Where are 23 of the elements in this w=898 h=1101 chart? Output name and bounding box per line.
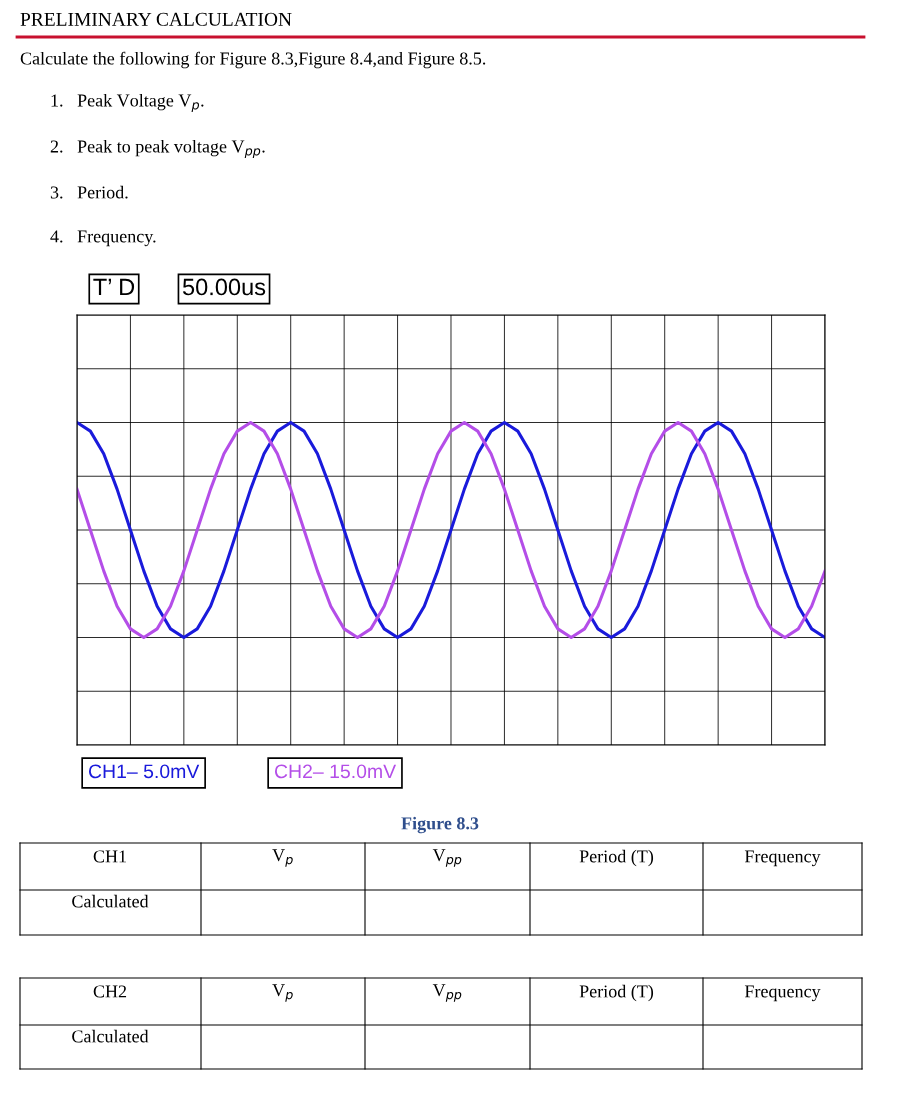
text: 4. Frequency.	[50, 230, 156, 247]
text: V$_{p}$	[272, 984, 293, 1002]
text: CH2	[93, 985, 127, 998]
text: Frequency	[744, 850, 821, 867]
text: Calculated	[72, 894, 149, 908]
text: CH2– 15.0mV	[274, 764, 397, 779]
text: Period (T)	[579, 849, 654, 867]
text: V$_{p}$	[272, 849, 293, 867]
text: 2. Peak to peak voltage V$_{pp}$.	[50, 139, 265, 158]
text: CH1– 5.0mV	[88, 764, 200, 779]
text: CH1	[93, 850, 126, 863]
text: 1. Peak Voltage V$_{p}$.	[51, 93, 204, 112]
text: V$_{pp}$	[432, 849, 462, 867]
caption: Figure 8.3	[401, 816, 479, 834]
text: Frequency	[744, 985, 821, 1002]
text: Calculate the following for Figure 8.3,Figure 8.4,and Figure 8.5.	[20, 51, 486, 69]
chart-title: PRELIMINARY CALCULATION	[20, 12, 292, 26]
text: 50.00us	[182, 278, 266, 296]
text: Calculated	[72, 1029, 149, 1043]
text: 3. Period.	[50, 185, 128, 199]
text: T’ D	[93, 278, 135, 296]
text: V$_{pp}$	[432, 984, 462, 1002]
text: Period (T)	[579, 984, 654, 1002]
